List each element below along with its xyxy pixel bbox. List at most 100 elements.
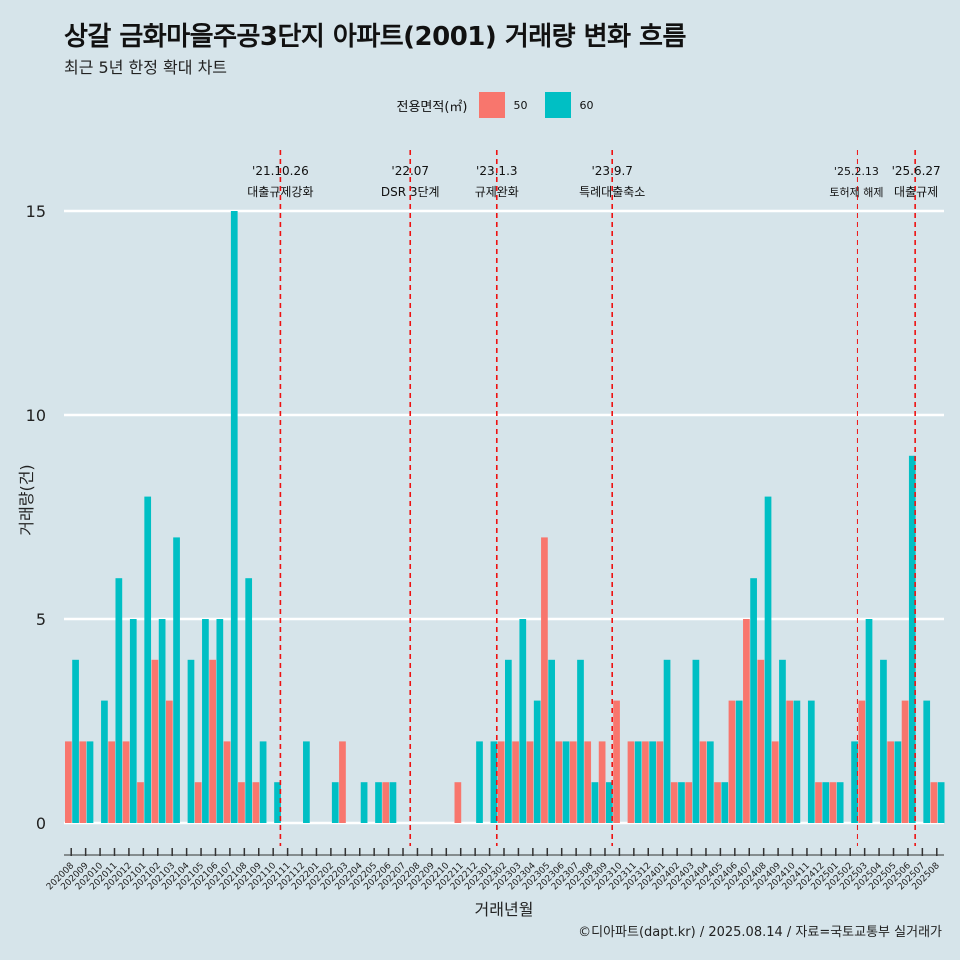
chart-subtitle: 최근 5년 한정 확대 차트 (64, 58, 228, 77)
bar-202103-60 (173, 537, 180, 823)
bar-202308-60 (591, 782, 599, 823)
bar-202206-50 (382, 782, 390, 823)
bar-202307-50 (569, 741, 577, 823)
bar-202212-60 (476, 741, 483, 823)
bar-202307-60 (577, 659, 584, 823)
bar-202108-60 (245, 578, 253, 823)
bar-202108-50 (238, 782, 245, 823)
bar-202011-50 (108, 741, 115, 823)
y-tick-label-10: 10 (26, 406, 46, 425)
y-tick-label-0: 0 (36, 814, 46, 833)
bar-202012-50 (122, 741, 130, 823)
bar-202106-60 (216, 619, 224, 823)
bar-202305-60 (548, 659, 555, 823)
event-label-3: 특례대출축소 (579, 185, 645, 199)
bar-202406-50 (728, 700, 736, 823)
bar-202401-50 (656, 741, 664, 823)
event-date-4: '25.2.13 (834, 165, 879, 178)
bar-202310-50 (613, 700, 620, 823)
bar-202102-60 (158, 619, 166, 823)
bar-202302-60 (505, 659, 512, 823)
bar-202304-60 (533, 700, 541, 823)
bar-202012-60 (129, 619, 137, 823)
bar-202403-60 (692, 659, 700, 823)
bar-202503-50 (858, 700, 866, 823)
bar-202107-60 (230, 211, 238, 823)
event-label-5: 대출규제 (894, 185, 938, 199)
event-label-1: DSR 3단계 (381, 185, 440, 199)
bar-202402-50 (670, 782, 678, 823)
bar-202409-60 (779, 659, 786, 823)
bar-202407-60 (750, 578, 757, 823)
x-axis-title: 거래년월 (475, 900, 534, 919)
bar-202107-50 (223, 741, 231, 823)
bar-202302-50 (497, 741, 505, 823)
bar-202409-50 (771, 741, 779, 823)
bar-202508-60 (937, 782, 945, 823)
bar-202305-50 (541, 537, 548, 823)
bar-202112-60 (303, 741, 310, 823)
bar-202309-60 (605, 782, 613, 823)
bar-202105-50 (194, 782, 202, 823)
bar-202501-50 (829, 782, 837, 823)
bar-202009-50 (79, 741, 87, 823)
bar-202407-50 (743, 619, 750, 823)
chart-title: 상갈 금화마을주공3단지 아파트(2001) 거래량 변화 흐름 (64, 22, 686, 52)
bar-202011-60 (115, 578, 123, 823)
bar-202303-50 (512, 741, 519, 823)
bar-202403-50 (685, 782, 693, 823)
bar-202504-60 (880, 659, 887, 823)
bar-202412-50 (815, 782, 822, 823)
bar-202412-60 (822, 782, 830, 823)
legend-title: 전용면적(㎡) (396, 99, 468, 115)
bar-202109-50 (252, 782, 260, 823)
bar-202506-60 (908, 455, 916, 823)
y-tick-label-15: 15 (26, 202, 46, 221)
bar-202406-60 (735, 700, 743, 823)
bar-202103-50 (165, 700, 173, 823)
bar-202411-60 (807, 700, 815, 823)
bar-202308-50 (584, 741, 592, 823)
event-date-3: '23.9.7 (591, 164, 632, 178)
bar-202306-50 (555, 741, 563, 823)
bar-202401-60 (663, 659, 671, 823)
bar-202405-50 (714, 782, 721, 823)
bar-202405-60 (721, 782, 729, 823)
bar-202106-50 (209, 659, 216, 823)
bar-202503-60 (865, 619, 873, 823)
bar-202404-50 (699, 741, 707, 823)
bar-202312-50 (642, 741, 649, 823)
legend-label-50: 50 (513, 98, 528, 112)
bar-202311-60 (634, 741, 642, 823)
legend-swatch-50 (479, 92, 506, 118)
bar-202206-60 (389, 782, 397, 823)
bar-202105-60 (202, 619, 209, 823)
y-axis-title: 거래량(건) (17, 464, 36, 535)
bar-202202-60 (331, 782, 339, 823)
bar-202501-60 (836, 782, 844, 823)
bar-202408-50 (757, 659, 765, 823)
bar-202508-50 (930, 782, 938, 823)
bar-202104-60 (187, 659, 195, 823)
bar-202101-60 (144, 496, 152, 823)
event-label-4: 토허제 해제 (829, 185, 883, 199)
bar-202402-60 (678, 782, 685, 823)
bar-202404-60 (706, 741, 714, 823)
legend: 전용면적(㎡) 50 60 (0, 92, 960, 118)
bar-202410-50 (786, 700, 794, 823)
bar-202203-50 (339, 741, 346, 823)
event-label-0: 대출규제강화 (247, 185, 313, 199)
bar-202311-50 (627, 741, 635, 823)
event-date-5: '25.6.27 (892, 164, 941, 178)
bar-202109-60 (259, 741, 267, 823)
bar-202408-60 (764, 496, 772, 823)
bar-202502-60 (851, 741, 858, 823)
bar-202110-60 (274, 782, 281, 823)
event-date-0: '21.10.26 (252, 164, 309, 178)
event-date-1: '22.07 (391, 164, 429, 178)
bar-202008-50 (65, 741, 72, 823)
bar-202009-60 (86, 741, 94, 823)
bar-202301-60 (490, 741, 498, 823)
y-tick-label-5: 5 (36, 610, 46, 629)
